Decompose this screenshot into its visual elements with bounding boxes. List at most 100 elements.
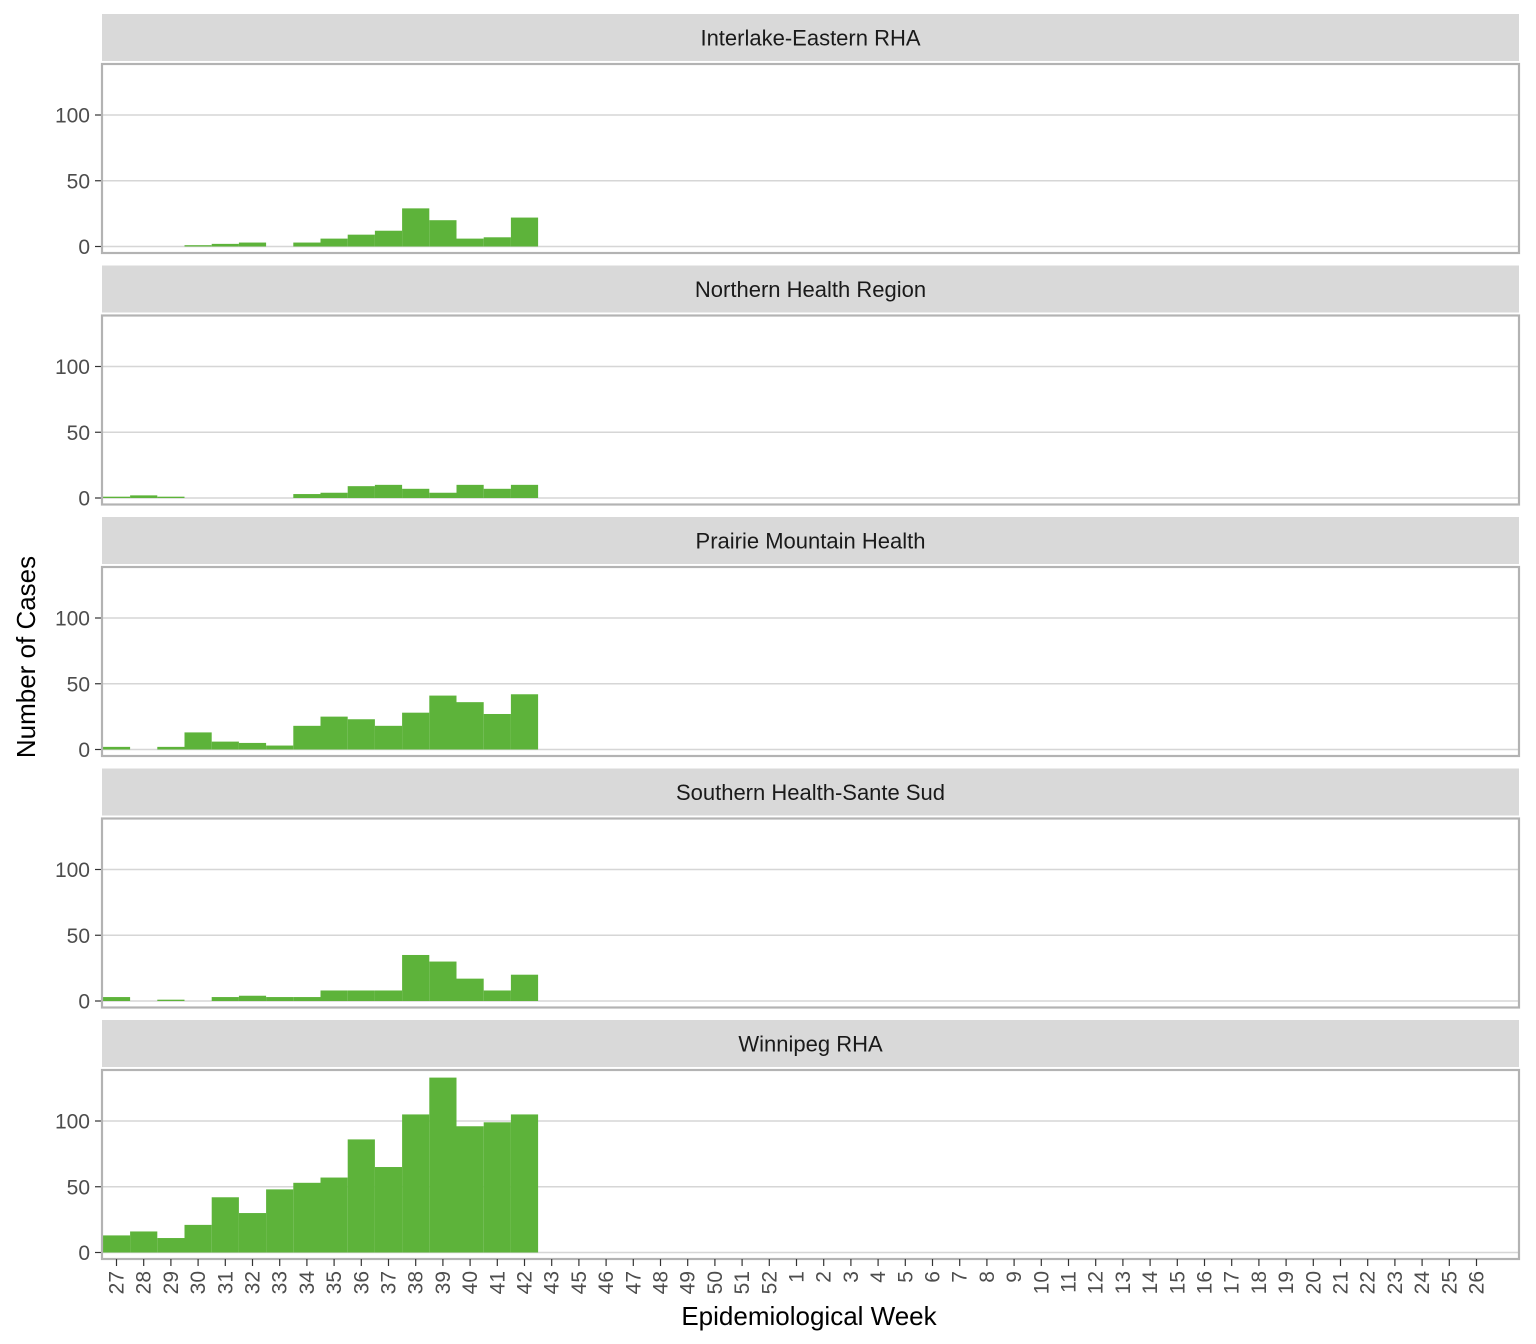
x-tick-label: 35 [323,1271,346,1294]
bar-week-35 [320,716,348,750]
x-tick-label: 31 [214,1271,237,1294]
x-tick-label: 5 [894,1271,917,1283]
bar-week-40 [456,978,484,1001]
x-tick-label: 8 [976,1271,999,1283]
bar-week-42 [510,1114,539,1253]
x-tick-label: 11 [1058,1271,1081,1293]
bar-week-38 [402,208,430,247]
bar-week-30 [184,1224,212,1253]
bar-week-34 [293,997,321,1001]
bar-week-41 [483,990,511,1001]
x-tick-label: 25 [1438,1271,1461,1294]
panel-5: Winnipeg RHA 0 50 100 [55,1020,1521,1265]
x-tick-label: 1 [786,1271,809,1283]
panel-strip [102,768,1519,816]
x-tick-label: 51 [731,1271,754,1294]
bar-week-28 [130,1231,158,1253]
x-tick-label: 7 [949,1271,972,1283]
x-tick-label: 49 [677,1271,700,1294]
x-axis-title: Epidemiological Week [681,1301,937,1331]
bar-week-37 [374,725,403,750]
x-tick-label: 33 [269,1271,292,1294]
y-tick-label: 50 [67,1176,90,1199]
x-tick-label: 37 [378,1271,401,1294]
x-tick-label: 42 [514,1271,537,1294]
y-tick-label: 0 [78,991,90,1014]
x-tick-label: 21 [1330,1271,1353,1294]
panel-strip-label: Prairie Mountain Health [696,529,926,554]
bar-week-29 [157,746,185,750]
x-tick-label: 9 [1003,1271,1026,1283]
y-tick-label: 50 [67,422,90,445]
bar-week-27 [102,997,131,1001]
bar-week-36 [347,1139,375,1253]
bar-week-32 [238,995,267,1001]
bar-week-38 [402,1114,430,1253]
bar-week-33 [266,745,294,750]
x-tick-label: 17 [1221,1271,1244,1294]
bar-week-30 [184,245,212,247]
x-tick-label: 52 [758,1271,781,1294]
x-tick-label: 10 [1030,1271,1053,1294]
x-tick-label: 40 [459,1271,482,1294]
panel-background [102,64,1519,253]
x-tick-label: 16 [1194,1271,1217,1294]
bar-week-39 [429,961,457,1001]
bar-week-38 [402,954,430,1001]
bar-week-28 [130,495,158,498]
x-tick-label: 15 [1166,1271,1189,1294]
panel-strip-label: Northern Health Region [695,277,926,302]
bar-week-41 [483,713,511,750]
panel-2: Northern Health Region 0 50 100 [55,265,1521,511]
panel-strip-label: Southern Health-Sante Sud [676,780,945,805]
bar-week-32 [238,242,267,247]
y-tick-label: 50 [67,673,90,696]
bar-week-35 [320,990,348,1001]
bar-week-37 [374,1167,403,1253]
bar-week-37 [374,484,403,498]
y-tick-label: 100 [55,1111,90,1134]
x-tick-label: 48 [650,1271,673,1294]
bar-week-40 [456,238,484,247]
bar-week-31 [211,243,239,247]
x-tick-label: 41 [486,1271,509,1294]
y-tick-label: 0 [78,488,90,511]
bar-week-40 [456,702,484,750]
y-tick-label: 100 [55,356,90,379]
bar-week-32 [238,1213,267,1253]
x-tick-label: 36 [350,1271,373,1294]
panel-border [100,62,1521,255]
x-tick-label: 45 [568,1271,591,1294]
bar-week-39 [429,695,457,750]
x-tick-label: 13 [1112,1271,1135,1294]
bar-week-27 [102,496,131,498]
bar-week-42 [510,974,539,1001]
bar-week-40 [456,1126,484,1253]
bar-week-40 [456,484,484,498]
x-tick-label: 38 [405,1271,428,1294]
bar-week-35 [320,492,348,498]
bar-week-30 [184,732,212,750]
bar-week-37 [374,230,403,247]
y-tick-label: 50 [67,170,90,193]
bar-week-29 [157,496,185,498]
y-axis-title: Number of Cases [11,556,41,758]
panel-strip [102,14,1519,61]
x-tick-label: 18 [1248,1271,1271,1294]
x-tick-label: 14 [1139,1271,1162,1295]
bar-week-34 [293,242,321,247]
x-tick-label: 28 [133,1271,156,1294]
x-tick-label: 27 [106,1271,129,1294]
x-tick-label: 26 [1466,1271,1489,1294]
panel-4: Southern Health-Sante Sud 0 50 100 [55,768,1521,1014]
bar-week-39 [429,1077,457,1253]
y-tick-label: 0 [78,1242,90,1265]
bar-week-35 [320,238,348,247]
panel-strip-label: Interlake-Eastern RHA [700,26,920,51]
panel-1: Interlake-Eastern RHA 0 50 100 [55,14,1521,259]
bar-week-32 [238,742,267,750]
y-tick-label: 0 [78,236,90,259]
x-axis: 27 28 29 30 31 32 33 34 35 36 37 38 39 40 41 42 43 45 46 47… [106,1259,1489,1294]
bar-week-31 [211,741,239,750]
